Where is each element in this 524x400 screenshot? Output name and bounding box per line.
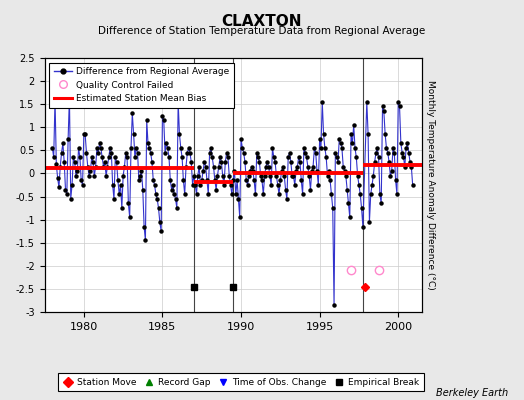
Text: CLAXTON: CLAXTON — [222, 14, 302, 29]
Text: Difference of Station Temperature Data from Regional Average: Difference of Station Temperature Data f… — [99, 26, 425, 36]
Legend: Station Move, Record Gap, Time of Obs. Change, Empirical Break: Station Move, Record Gap, Time of Obs. C… — [58, 374, 424, 392]
Legend: Difference from Regional Average, Quality Control Failed, Estimated Station Mean: Difference from Regional Average, Qualit… — [49, 62, 234, 108]
Y-axis label: Monthly Temperature Anomaly Difference (°C): Monthly Temperature Anomaly Difference (… — [426, 80, 435, 290]
Text: Berkeley Earth: Berkeley Earth — [436, 388, 508, 398]
